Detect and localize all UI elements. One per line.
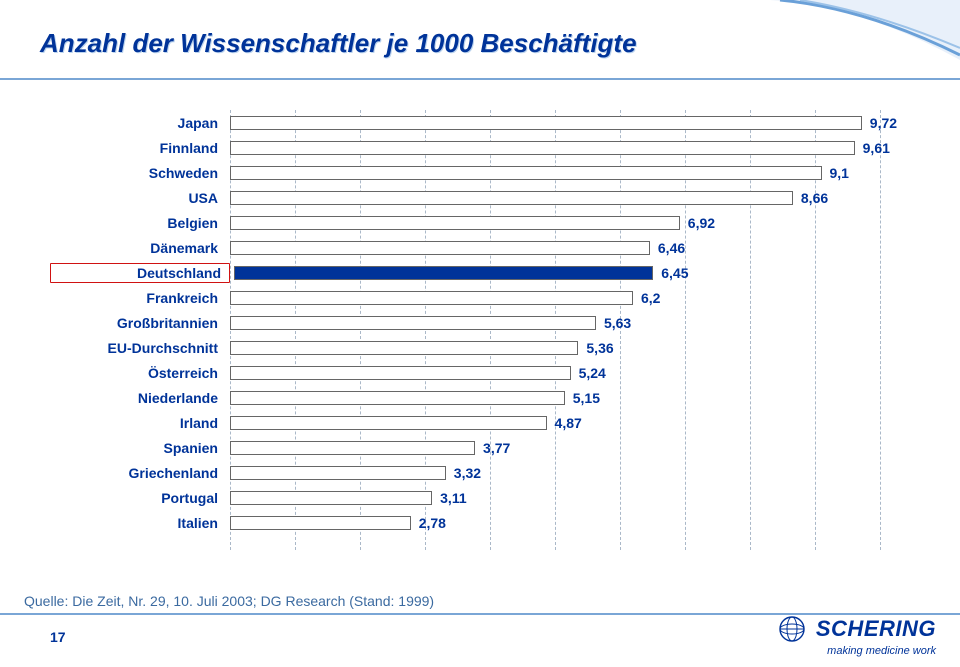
bar-track: 5,24 — [230, 360, 880, 385]
bar — [230, 516, 411, 530]
chart-row: Spanien 3,77 — [50, 435, 880, 460]
bar-track: 8,66 — [230, 185, 880, 210]
bar-track: 6,2 — [230, 285, 880, 310]
category-label: Irland — [50, 415, 230, 431]
category-label: Deutschland — [50, 263, 230, 283]
bar — [234, 266, 653, 280]
chart-row: Schweden 9,1 — [50, 160, 880, 185]
value-label: 5,63 — [604, 315, 631, 331]
chart-row: Belgien 6,92 — [50, 210, 880, 235]
bar-track: 5,15 — [230, 385, 880, 410]
value-label: 6,92 — [688, 215, 715, 231]
source-text: Quelle: Die Zeit, Nr. 29, 10. Juli 2003;… — [24, 593, 434, 609]
corner-decor — [740, 0, 960, 100]
category-label: EU-Durchschnitt — [50, 340, 230, 356]
bar — [230, 241, 650, 255]
chart-row: Irland 4,87 — [50, 410, 880, 435]
slide: Anzahl der Wissenschaftler je 1000 Besch… — [0, 0, 960, 667]
chart-row: Finnland9,61 — [50, 135, 880, 160]
bar — [230, 466, 446, 480]
category-label: Schweden — [50, 165, 230, 181]
category-label: USA — [50, 190, 230, 206]
page-number: 17 — [50, 629, 66, 645]
value-label: 5,24 — [579, 365, 606, 381]
bar-track: 9,61 — [230, 135, 880, 160]
value-label: 6,45 — [661, 265, 688, 281]
bar-track: 2,78 — [230, 510, 880, 535]
footer-divider — [0, 613, 960, 615]
bar — [230, 491, 432, 505]
chart-row: Großbritannien 5,63 — [50, 310, 880, 335]
chart-row: Portugal 3,11 — [50, 485, 880, 510]
value-label: 4,87 — [555, 415, 582, 431]
category-label: Dänemark — [50, 240, 230, 256]
slide-title: Anzahl der Wissenschaftler je 1000 Besch… — [40, 28, 637, 59]
chart-row: USA 8,66 — [50, 185, 880, 210]
chart-row: Frankreich 6,2 — [50, 285, 880, 310]
brand-logo: SCHERING making medicine work — [779, 616, 936, 657]
chart-row: Dänemark 6,46 — [50, 235, 880, 260]
value-label: 2,78 — [419, 515, 446, 531]
category-label: Niederlande — [50, 390, 230, 406]
bar — [230, 316, 596, 330]
chart-row: Japan9,72 — [50, 110, 880, 135]
bar — [230, 416, 547, 430]
chart-row: Italien 2,78 — [50, 510, 880, 535]
value-label: 3,11 — [440, 490, 466, 506]
bar-track: 6,46 — [230, 235, 880, 260]
bar-track: 5,63 — [230, 310, 880, 335]
bar-chart: Japan9,72Finnland9,61Schweden9,1USA8,66B… — [50, 110, 880, 550]
value-label: 9,1 — [830, 165, 849, 181]
logo-text: SCHERING — [816, 616, 936, 641]
category-label: Japan — [50, 115, 230, 131]
bar — [230, 191, 793, 205]
value-label: 3,32 — [454, 465, 481, 481]
bar — [230, 391, 565, 405]
bar-track: 3,32 — [230, 460, 880, 485]
bar — [230, 291, 633, 305]
chart-row: Österreich 5,24 — [50, 360, 880, 385]
value-label: 9,61 — [863, 140, 890, 156]
value-label: 6,2 — [641, 290, 660, 306]
bar-track: 9,1 — [230, 160, 880, 185]
chart-row: Griechenland 3,32 — [50, 460, 880, 485]
bar-track: 9,72 — [230, 110, 880, 135]
category-label: Griechenland — [50, 465, 230, 481]
chart-row: Deutschland 6,45 — [50, 260, 880, 285]
bar — [230, 166, 822, 180]
category-label: Großbritannien — [50, 315, 230, 331]
value-label: 9,72 — [870, 115, 897, 131]
chart-row: EU-Durchschnitt 5,36 — [50, 335, 880, 360]
bar — [230, 441, 475, 455]
category-label: Spanien — [50, 440, 230, 456]
category-label: Finnland — [50, 140, 230, 156]
bar — [230, 366, 571, 380]
bar-track: 3,77 — [230, 435, 880, 460]
bar-track: 3,11 — [230, 485, 880, 510]
bar — [230, 141, 855, 155]
bar — [230, 116, 862, 130]
bar-track: 6,92 — [230, 210, 880, 235]
logo-globe-icon — [779, 616, 805, 647]
value-label: 6,46 — [658, 240, 685, 256]
category-label: Belgien — [50, 215, 230, 231]
bar — [230, 341, 578, 355]
category-label: Österreich — [50, 365, 230, 381]
value-label: 5,15 — [573, 390, 600, 406]
value-label: 3,77 — [483, 440, 510, 456]
value-label: 8,66 — [801, 190, 828, 206]
title-underline — [0, 78, 960, 80]
bar-track: 5,36 — [230, 335, 880, 360]
bar-track: 4,87 — [230, 410, 880, 435]
chart-row: Niederlande 5,15 — [50, 385, 880, 410]
category-label: Frankreich — [50, 290, 230, 306]
bar — [230, 216, 680, 230]
category-label: Italien — [50, 515, 230, 531]
category-label: Portugal — [50, 490, 230, 506]
value-label: 5,36 — [586, 340, 613, 356]
bar-track: 6,45 — [234, 260, 880, 285]
